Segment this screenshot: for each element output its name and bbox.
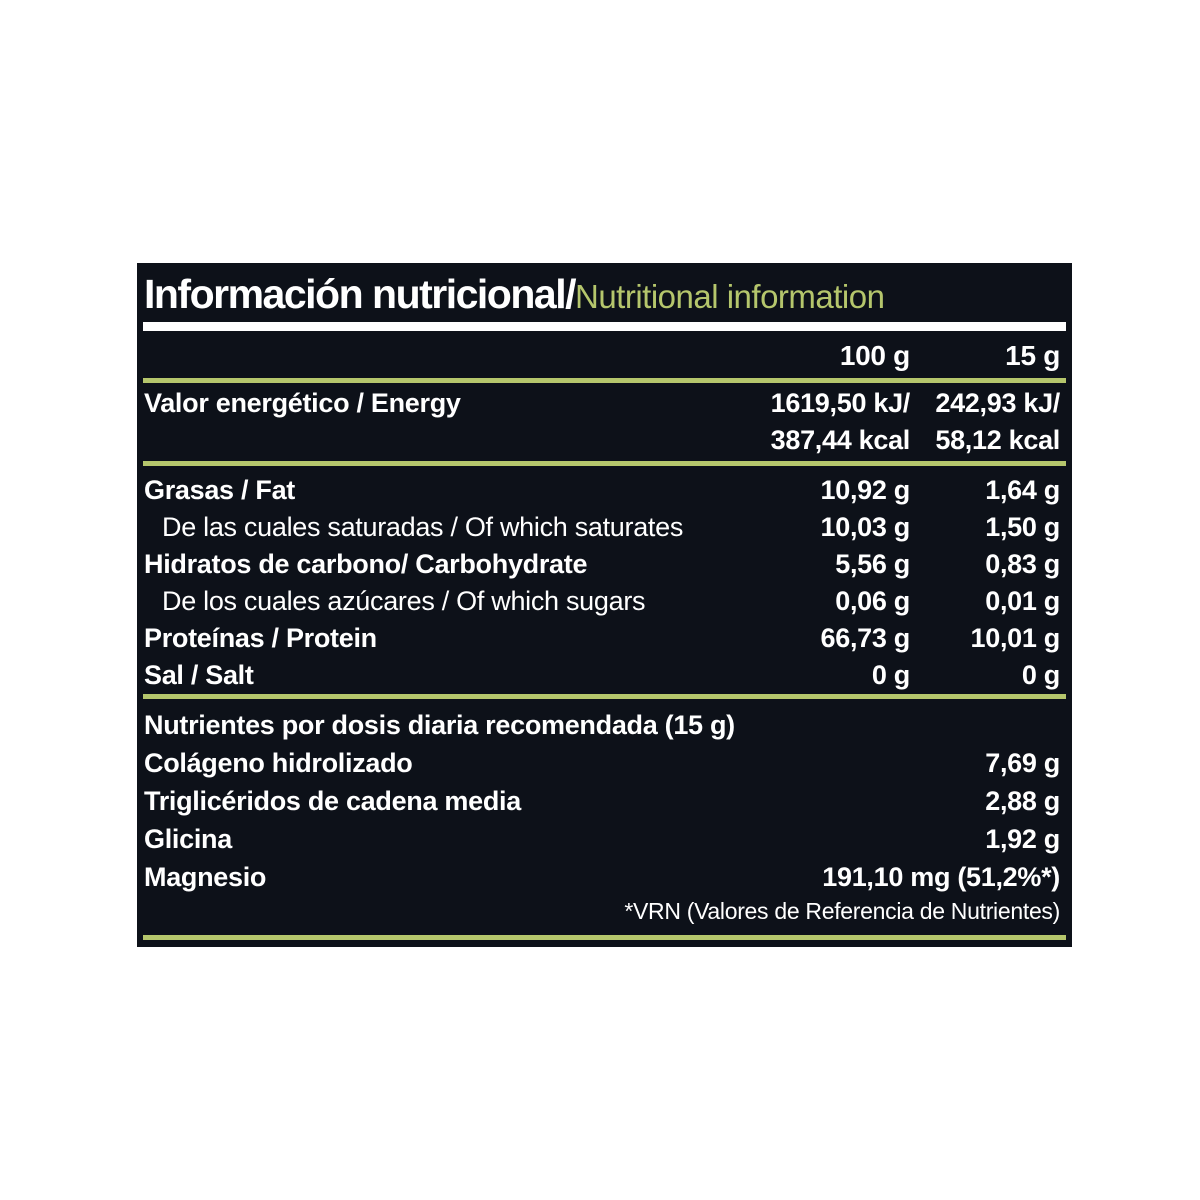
value-per-15g: 0,83 g xyxy=(985,549,1060,579)
value-per-15g: 1,50 g xyxy=(985,512,1060,542)
energy-label: Valor energético / Energy xyxy=(144,388,461,418)
title-separator-line xyxy=(143,322,1066,331)
dose-value: 191,10 mg (51,2%*) xyxy=(822,861,1060,892)
dose-label: Colágeno hidrolizado xyxy=(144,747,413,778)
dose-row-magnesium: Magnesio 191,10 mg (51,2%*) xyxy=(144,858,1060,896)
vrn-footnote: *VRN (Valores de Referencia de Nutriente… xyxy=(624,898,1060,924)
value-per-15g: 1,64 g xyxy=(985,475,1060,505)
value-per-100g: 66,73 g xyxy=(820,623,911,653)
nutrient-rows: Grasas / Fat 10,92 g 1,64 g De las cuale… xyxy=(137,466,1072,694)
energy-per-15g-kj: 242,93 kJ/ xyxy=(935,388,1060,418)
panel-title: Información nutricional/ Nutritional inf… xyxy=(137,263,1072,322)
nutrient-row-sugars: De los cuales azúcares / Of which sugars… xyxy=(144,583,1060,620)
value-per-100g: 0,06 g xyxy=(835,586,910,616)
header-separator-line xyxy=(143,378,1066,383)
daily-dose-header: Nutrientes por dosis diaria recomendada … xyxy=(144,709,735,740)
title-english: Nutritional information xyxy=(574,278,885,315)
dose-row-collagen: Colágeno hidrolizado 7,69 g xyxy=(144,744,1060,782)
dose-label: Magnesio xyxy=(144,861,267,892)
dose-value: 1,92 g xyxy=(985,823,1060,854)
nutrient-row-fat: Grasas / Fat 10,92 g 1,64 g xyxy=(144,472,1060,509)
nutrient-label: Hidratos de carbono/ Carbohydrate xyxy=(144,549,588,579)
dose-label: Glicina xyxy=(144,823,232,854)
dose-value: 2,88 g xyxy=(985,785,1060,816)
value-per-100g: 5,56 g xyxy=(835,549,910,579)
dose-row-mct: Triglicéridos de cadena media 2,88 g xyxy=(144,782,1060,820)
nutrient-label: Sal / Salt xyxy=(144,660,254,690)
dose-value: 7,69 g xyxy=(985,747,1060,778)
energy-separator-line xyxy=(143,461,1066,466)
nutrient-row-salt: Sal / Salt 0 g 0 g xyxy=(144,657,1060,694)
nutrient-label: De los cuales azúcares / Of which sugars xyxy=(162,586,646,616)
nutrient-label: Proteínas / Protein xyxy=(144,623,377,653)
energy-value-per-15g: 242,93 kJ/ 58,12 kcal xyxy=(910,385,1060,461)
nutrient-row-carbohydrate: Hidratos de carbono/ Carbohydrate 5,56 g… xyxy=(144,546,1060,583)
energy-per-100g-kj: 1619,50 kJ/ xyxy=(770,388,911,418)
dose-label: Triglicéridos de cadena media xyxy=(144,785,521,816)
energy-value-per-100g: 1619,50 kJ/ 387,44 kcal xyxy=(750,385,911,461)
value-per-15g: 0 g xyxy=(1021,660,1060,690)
value-per-100g: 0 g xyxy=(871,660,910,690)
title-spanish: Información nutricional/ xyxy=(144,271,576,317)
nutrient-row-saturates: De las cuales saturadas / Of which satur… xyxy=(144,509,1060,546)
value-per-15g: 0,01 g xyxy=(985,586,1060,616)
daily-dose-section: Nutrientes por dosis diaria recomendada … xyxy=(137,699,1072,896)
nutrient-row-protein: Proteínas / Protein 66,73 g 10,01 g xyxy=(144,620,1060,657)
column-header-per-15g: 15 g xyxy=(1005,340,1060,371)
energy-per-100g-kcal: 387,44 kcal xyxy=(770,425,911,455)
value-per-15g: 10,01 g xyxy=(970,623,1061,653)
nutrient-label: Grasas / Fat xyxy=(144,475,295,505)
energy-row: Valor energético / Energy 1619,50 kJ/ 38… xyxy=(137,383,1072,461)
dose-row-glycine: Glicina 1,92 g xyxy=(144,820,1060,858)
value-per-100g: 10,92 g xyxy=(820,475,911,505)
nutrient-label: De las cuales saturadas / Of which satur… xyxy=(162,512,684,542)
column-header-row: 100 g 15 g xyxy=(137,331,1072,378)
nutrition-facts-panel: Información nutricional/ Nutritional inf… xyxy=(137,263,1072,947)
nutrients-separator-line xyxy=(143,694,1066,699)
value-per-100g: 10,03 g xyxy=(820,512,911,542)
bottom-separator-line xyxy=(143,935,1066,940)
column-header-per-100g: 100 g xyxy=(839,340,910,371)
energy-per-15g-kcal: 58,12 kcal xyxy=(935,425,1060,455)
